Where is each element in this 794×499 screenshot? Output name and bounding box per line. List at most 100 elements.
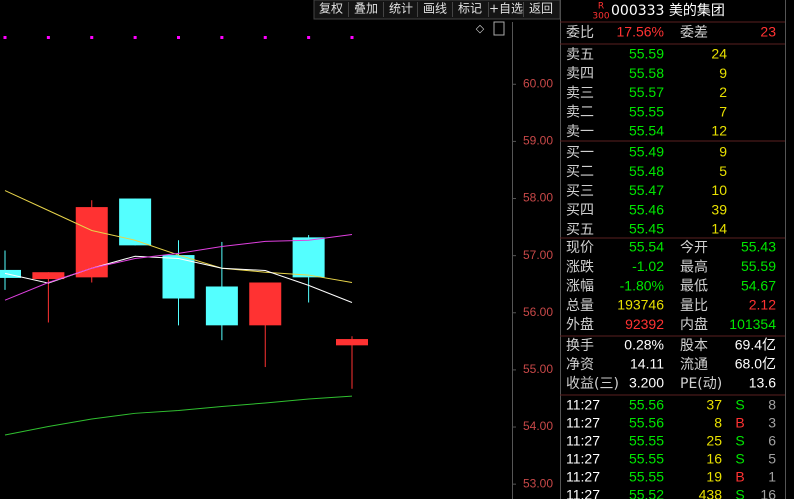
quote-value: 55.54 (629, 239, 664, 255)
tick-volume: 19 (706, 469, 722, 485)
quote-value: 68.0亿 (735, 356, 776, 372)
tick-count: 5 (768, 451, 776, 467)
tick-volume: 8 (714, 415, 722, 431)
tick-side: S (735, 487, 744, 499)
icon[interactable]: ◇ (476, 22, 485, 35)
order-price: 55.54 (629, 123, 664, 139)
marker-dot (3, 36, 7, 39)
moving-average-line (4, 190, 353, 283)
icon[interactable] (493, 21, 505, 36)
quote-value: 3.200 (629, 375, 664, 391)
quote-label: 现价 (566, 240, 594, 256)
toolbar-button[interactable]: 叠加 (354, 2, 378, 16)
order-volume: 39 (711, 201, 727, 217)
badge: 300 (592, 12, 609, 22)
tick-volume: 37 (706, 397, 722, 413)
toolbar-button[interactable]: 统计 (389, 2, 413, 16)
tick-time: 11:27 (566, 469, 600, 485)
quote-value: 14.11 (630, 356, 664, 372)
marker-dot (133, 36, 137, 39)
quote-label: 收益(三) (566, 376, 619, 392)
order-volume: 24 (711, 46, 727, 62)
order-label: 买二 (566, 164, 594, 180)
quote-label: 最低 (680, 279, 708, 295)
tick-volume: 16 (706, 451, 722, 467)
quote-label: 涨跌 (566, 259, 594, 275)
order-volume: 10 (711, 182, 727, 198)
marker-dot (220, 36, 224, 39)
candle-body (205, 286, 238, 326)
tick-time: 11:27 (566, 433, 600, 449)
quote-label: 涨幅 (566, 279, 594, 295)
order-label: 买五 (566, 222, 594, 238)
quote-label: 总量 (566, 298, 594, 314)
order-label: 卖一 (566, 124, 594, 140)
quote-value: -1.80% (620, 277, 664, 293)
order-price: 55.57 (629, 84, 664, 100)
marker-dot (263, 36, 267, 39)
order-label: 买三 (566, 183, 594, 199)
order-volume: 12 (711, 123, 727, 139)
toolbar-button[interactable]: 返回 (529, 2, 553, 16)
tick-time: 11:27 (566, 451, 600, 467)
candle-body (0, 269, 21, 278)
toolbar-button[interactable]: 画线 (423, 2, 447, 16)
quote-value: 193746 (617, 297, 664, 313)
order-price: 55.47 (629, 182, 664, 198)
marker-dot (177, 36, 180, 39)
order-price: 55.46 (629, 201, 664, 217)
candle-body (249, 282, 282, 326)
tick-price: 55.55 (629, 451, 664, 467)
tick-count: 6 (768, 433, 776, 449)
order-price: 55.45 (629, 221, 664, 237)
order-price: 55.59 (629, 46, 664, 62)
candle-body (119, 198, 152, 246)
marker-dot (307, 36, 311, 39)
quote-value: 92392 (625, 316, 664, 332)
tick-side: B (735, 469, 744, 485)
order-volume: 2 (719, 84, 727, 100)
quote-value: 13.6 (749, 375, 776, 391)
quote-label: 内盘 (680, 316, 708, 333)
quote-value: 55.59 (741, 258, 776, 274)
toolbar-button[interactable]: 复权 (319, 2, 343, 16)
marker-dot (90, 36, 94, 39)
order-label: 卖三 (566, 85, 594, 101)
quote-label: 净资 (566, 357, 594, 373)
quote-label: 换手 (566, 337, 594, 354)
tick-price: 55.56 (629, 415, 664, 431)
y-tick-label: 56.00 (523, 305, 553, 319)
toolbar-button[interactable]: 标记 (458, 2, 482, 16)
quote-label: 流通 (680, 357, 708, 373)
quote-value: 2.12 (749, 297, 776, 313)
tick-count: 3 (768, 415, 776, 431)
candle-body (292, 237, 325, 278)
stock-name: 000333 美的集团 (611, 2, 725, 19)
tick-count: 16 (760, 487, 776, 499)
value: 23 (760, 24, 776, 40)
order-price: 55.55 (629, 103, 664, 119)
quote-value: 0.28% (624, 337, 664, 353)
order-label: 买四 (566, 203, 594, 219)
tick-time: 11:27 (566, 415, 600, 431)
tick-price: 55.56 (629, 397, 664, 413)
candle-body (32, 272, 65, 280)
order-price: 55.49 (629, 144, 664, 160)
quote-value: 55.43 (741, 239, 776, 255)
moving-average-line (4, 234, 353, 301)
quote-value: -1.02 (632, 258, 664, 274)
tick-price: 55.52 (629, 487, 664, 499)
order-volume: 14 (711, 221, 727, 237)
candle-body (336, 339, 368, 346)
header (562, 2, 610, 20)
y-tick-label: 57.00 (523, 248, 553, 262)
order-volume: 7 (719, 103, 727, 119)
y-tick-label: 53.00 (523, 476, 553, 490)
toolbar-button[interactable]: +自选 (489, 2, 523, 16)
candle-body (75, 207, 108, 278)
tick-time: 11:27 (566, 397, 600, 413)
candle-body (162, 255, 195, 299)
y-tick-label: 55.00 (523, 362, 553, 376)
